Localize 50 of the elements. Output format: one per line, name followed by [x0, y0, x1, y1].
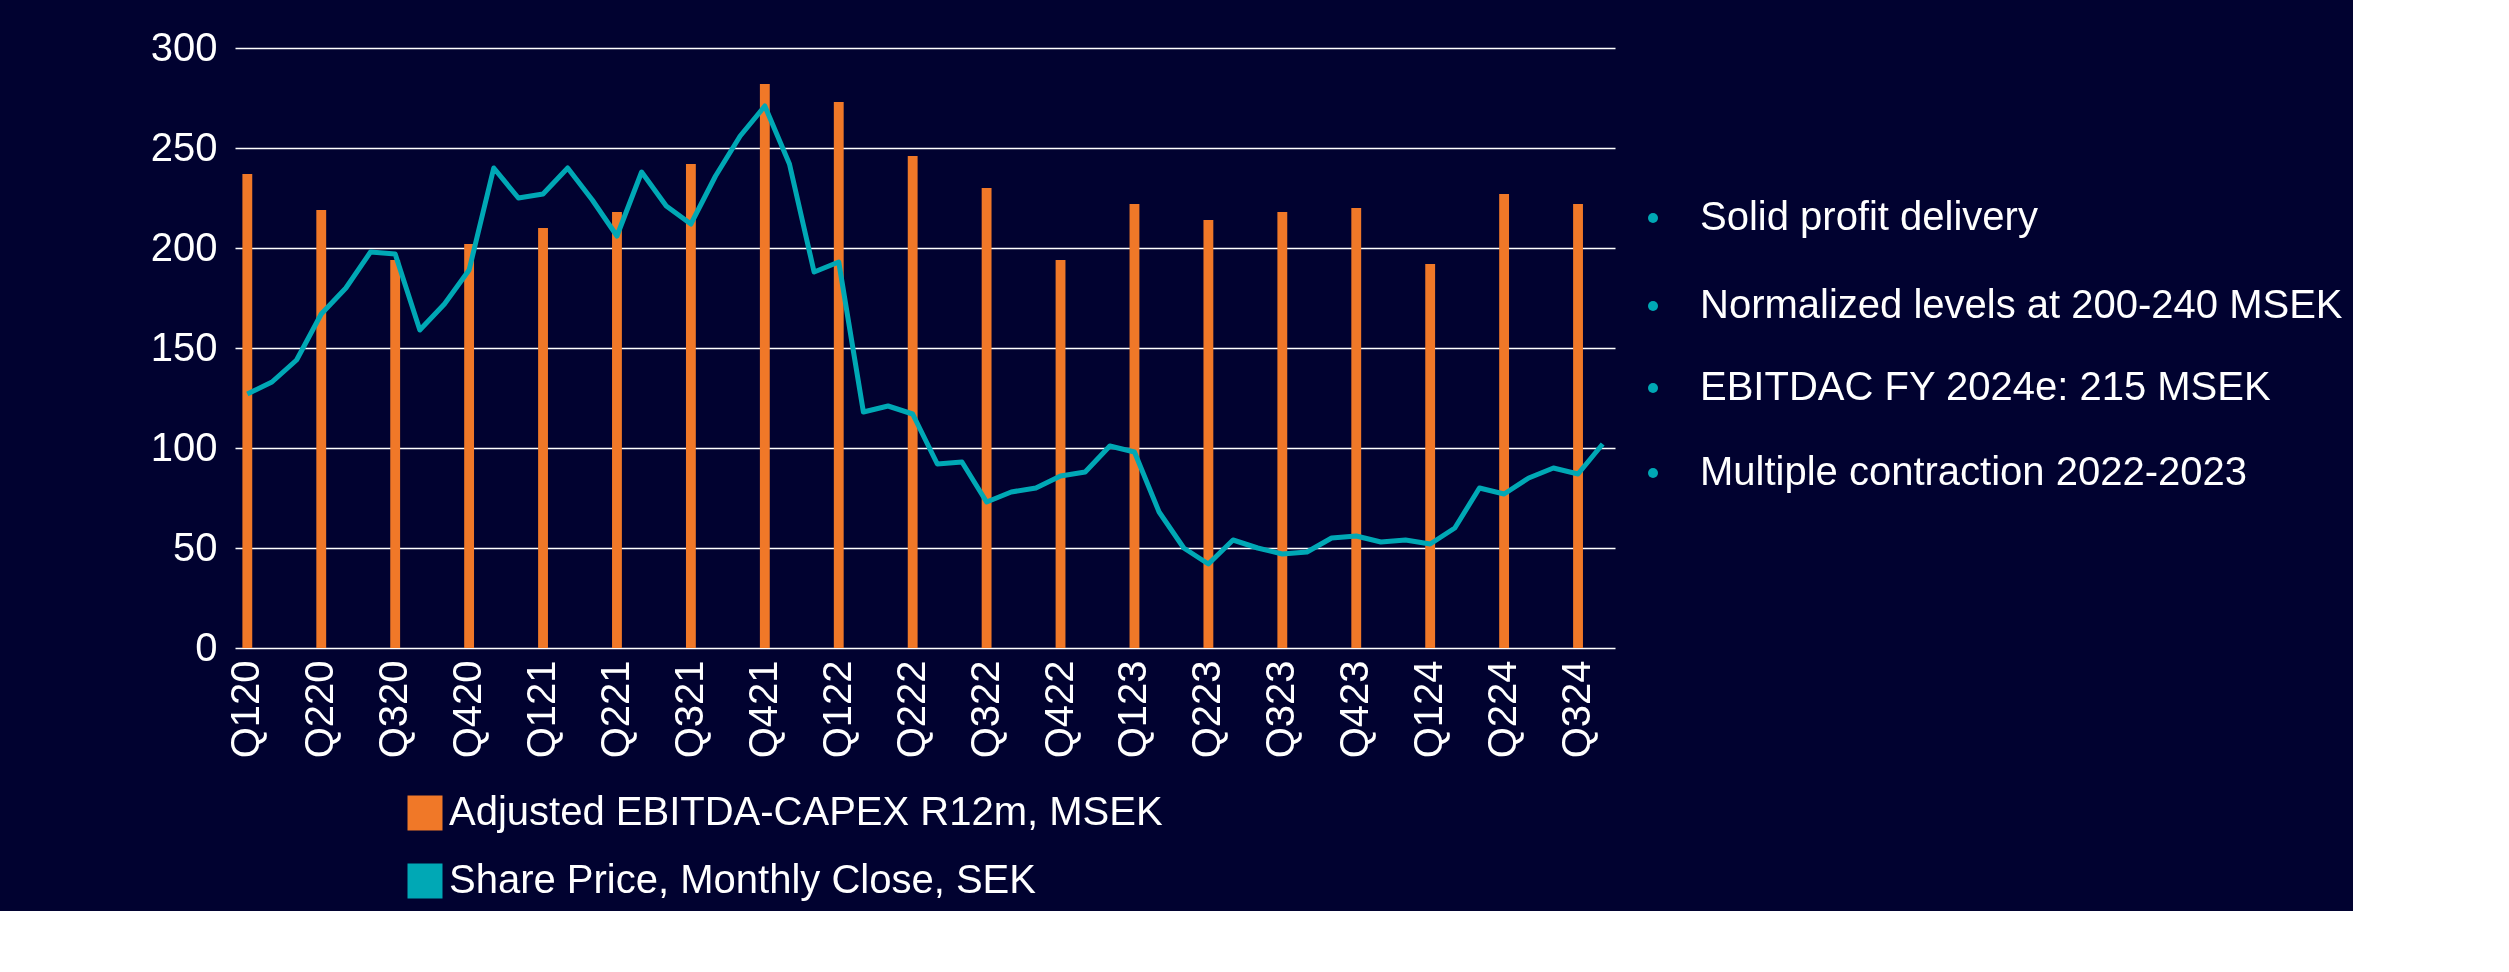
text: Multiple contraction 2022-2023	[1700, 449, 2248, 493]
y-tick-label: 150	[150, 324, 218, 369]
y-tick-label: 300	[150, 24, 218, 69]
x-tick-label: Q421	[740, 660, 785, 759]
text: Normalized levels at 200-240 MSEK	[1700, 282, 2343, 326]
bar	[907, 156, 918, 648]
x-tick-label: Q221	[592, 660, 637, 759]
x-tick-label: Q420	[445, 660, 490, 759]
bar	[1277, 212, 1288, 648]
x-tick-label: Q320	[371, 660, 416, 759]
bar	[538, 228, 548, 648]
y-tick-label: 50	[173, 524, 218, 569]
bar	[759, 84, 770, 648]
x-tick-label: Q222	[888, 660, 933, 759]
x-tick-label: Q223	[1184, 660, 1229, 759]
bar	[1499, 194, 1510, 648]
x-tick-label: Q423	[1332, 660, 1377, 759]
x-tick-label: Q224	[1480, 660, 1525, 759]
bar	[1203, 220, 1214, 648]
x-tick-label: Q123	[1110, 660, 1155, 759]
bar	[316, 210, 327, 648]
x-tick-label: Q422	[1036, 660, 1081, 759]
x-tick-label: Q121	[519, 660, 564, 759]
bar	[612, 212, 622, 648]
x-tick-label: Q322	[962, 660, 1007, 759]
x-tick-label: Q122	[814, 660, 859, 759]
y-tick-label: 0	[195, 624, 218, 669]
legend-label: Adjusted EBITDA-CAPEX R12m, MSEK	[449, 789, 1163, 833]
y-tick-label: 250	[150, 124, 218, 169]
bar	[833, 102, 844, 648]
x-tick-label: Q120	[223, 660, 268, 759]
bar	[1425, 264, 1436, 648]
legend-label: Share Price, Monthly Close, SEK	[449, 857, 1037, 901]
x-tick-label: Q220	[297, 660, 342, 759]
bar	[242, 174, 253, 648]
x-tick-label: Q321	[666, 660, 711, 759]
x-tick-label: Q124	[1406, 660, 1451, 759]
x-tick-label: Q323	[1258, 660, 1303, 759]
bar	[685, 164, 696, 648]
bar	[390, 260, 401, 648]
bar	[464, 244, 475, 648]
bar	[1351, 208, 1362, 648]
text: EBITDAC FY 2024e: 215 MSEK	[1700, 364, 2271, 408]
bar	[1573, 204, 1583, 648]
bar	[1055, 260, 1066, 648]
y-tick-label: 100	[150, 424, 218, 469]
bar	[981, 188, 992, 648]
text: Solid profit delivery	[1700, 194, 2038, 238]
x-tick-label: Q324	[1554, 660, 1599, 759]
y-tick-label: 200	[150, 224, 218, 269]
